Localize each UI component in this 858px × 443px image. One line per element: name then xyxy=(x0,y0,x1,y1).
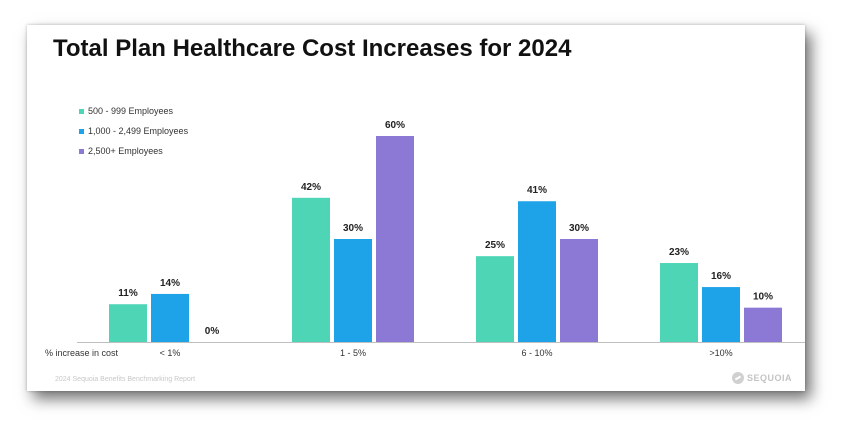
data-label-1-500-999-employees: 11% xyxy=(118,288,138,299)
footer-text: 2024 Sequoia Benefits Benchmarking Repor… xyxy=(55,376,196,383)
legend-label-2500-plus: 2,500+ Employees xyxy=(88,146,163,156)
x-tick-label-1: < 1% xyxy=(160,348,181,358)
data-label-1-5-1-000-2-499-employees: 30% xyxy=(343,223,363,234)
x-tick-label-1-5: 1 - 5% xyxy=(340,348,366,358)
chart-title: Total Plan Healthcare Cost Increases for… xyxy=(53,35,572,62)
bar-1-5-500-999-employees xyxy=(292,197,330,342)
x-axis-label: % increase in cost xyxy=(45,348,119,358)
legend-swatch-500-999 xyxy=(79,108,84,114)
bar-10-1-000-2-499-employees xyxy=(702,287,740,342)
bar-1-500-999-employees xyxy=(109,304,147,342)
bar-1-5-2-500-employees xyxy=(376,136,414,342)
data-label-10-500-999-employees: 23% xyxy=(669,247,689,258)
slide: Total Plan Healthcare Cost Increases for… xyxy=(27,25,805,391)
data-label-10-2-500-employees: 10% xyxy=(753,292,773,303)
bar-1-1-000-2-499-employees xyxy=(151,293,189,342)
legend-item-2500-plus: 2,500+ Employees xyxy=(79,141,188,161)
bar-chart: 11% 14% 0% < 1% 42% 30% 60% 1 - 5% 25% 41% 30% 6 - … xyxy=(45,120,805,358)
legend: 500 - 999 Employees 1,000 - 2,499 Employ… xyxy=(79,101,188,161)
legend-item-500-999: 500 - 999 Employees xyxy=(79,101,188,121)
bar-1-5-1-000-2-499-employees xyxy=(334,239,372,342)
sequoia-logo-text: SEQUOIA xyxy=(747,373,793,383)
legend-item-1000-2499: 1,000 - 2,499 Employees xyxy=(79,121,188,141)
data-label-6-10-2-500-employees: 30% xyxy=(569,223,589,234)
data-label-1-5-500-999-employees: 42% xyxy=(301,182,321,193)
legend-label-500-999: 500 - 999 Employees xyxy=(88,106,174,116)
data-label-1-5-2-500-employees: 60% xyxy=(385,120,405,131)
legend-label-1000-2499: 1,000 - 2,499 Employees xyxy=(88,126,189,136)
x-tick-label-6-10: 6 - 10% xyxy=(521,348,552,358)
data-label-1-2-500-employees: 0% xyxy=(205,326,220,337)
data-label-6-10-1-000-2-499-employees: 41% xyxy=(527,185,547,196)
sequoia-logo: SEQUOIA xyxy=(732,372,792,384)
x-tick-label-10: >10% xyxy=(709,348,732,358)
legend-swatch-2500-plus xyxy=(79,148,84,154)
data-label-10-1-000-2-499-employees: 16% xyxy=(711,271,731,282)
sequoia-logo-icon xyxy=(732,372,744,384)
bar-6-10-2-500-employees xyxy=(560,239,598,342)
data-label-1-1-000-2-499-employees: 14% xyxy=(160,278,180,289)
bar-6-10-500-999-employees xyxy=(476,256,514,342)
bar-10-2-500-employees xyxy=(744,307,782,342)
bar-6-10-1-000-2-499-employees xyxy=(518,201,556,342)
legend-swatch-1000-2499 xyxy=(79,128,84,134)
data-label-6-10-500-999-employees: 25% xyxy=(485,240,505,251)
bar-10-500-999-employees xyxy=(660,263,698,342)
